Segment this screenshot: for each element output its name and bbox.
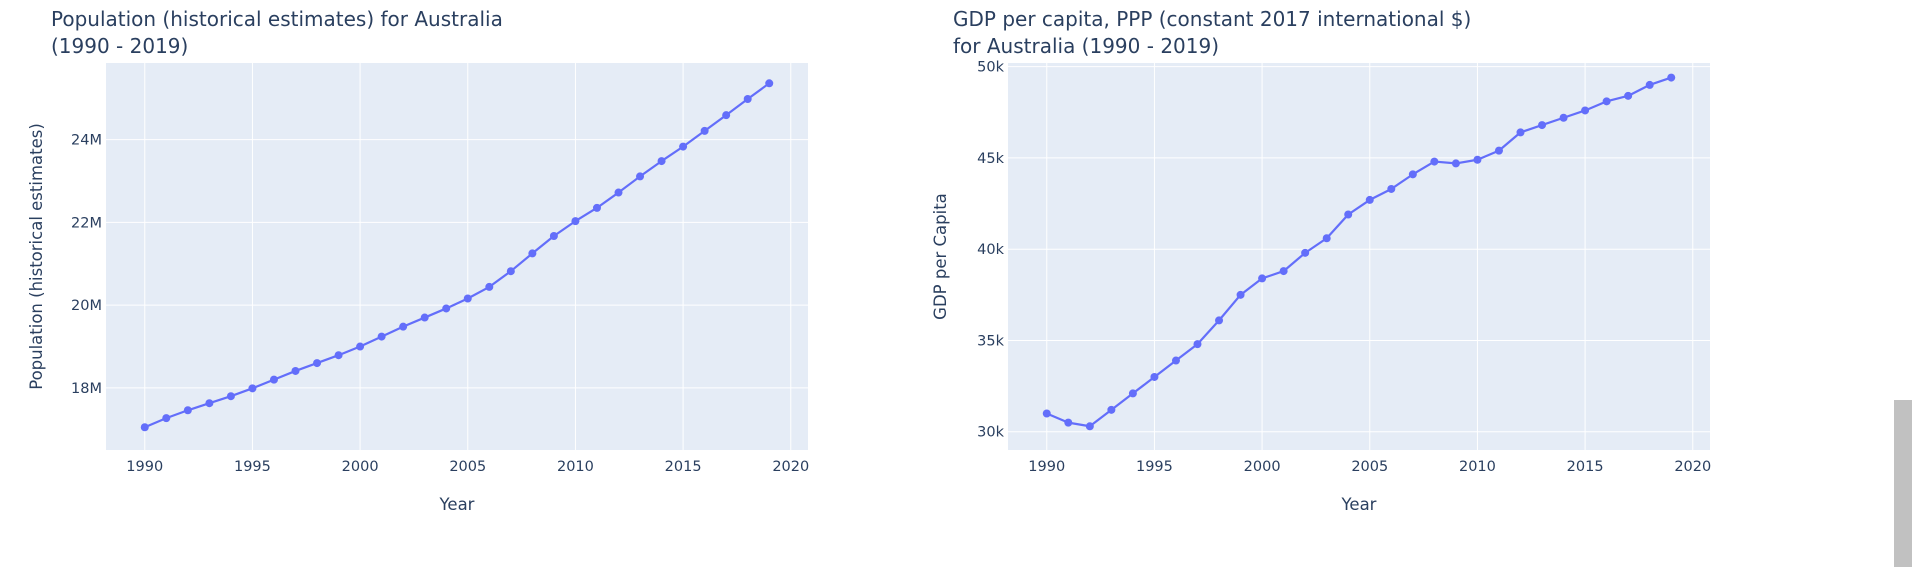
y-axis-title: GDP per Capita bbox=[931, 193, 950, 320]
data-point bbox=[1516, 128, 1525, 137]
data-point bbox=[592, 203, 601, 212]
data-point bbox=[162, 414, 171, 423]
data-point bbox=[1624, 91, 1633, 100]
data-point bbox=[1667, 73, 1676, 82]
data-point bbox=[1236, 290, 1245, 299]
y-axis-title: Population (historical estimates) bbox=[27, 123, 46, 390]
data-point bbox=[1559, 113, 1568, 122]
data-point bbox=[1150, 372, 1159, 381]
page-scrollbar[interactable] bbox=[1894, 400, 1912, 567]
plot-area-population bbox=[106, 63, 808, 450]
data-point bbox=[1408, 170, 1417, 179]
data-point bbox=[1494, 146, 1503, 155]
data-point bbox=[205, 399, 214, 408]
data-point bbox=[1538, 121, 1547, 130]
x-tick-label: 2005 bbox=[449, 459, 486, 475]
y-tick-label: 24M bbox=[71, 133, 102, 149]
x-tick-label: 2000 bbox=[342, 459, 379, 475]
x-tick-label: 2015 bbox=[1567, 459, 1604, 475]
data-point bbox=[1365, 195, 1374, 204]
x-axis-title: Year bbox=[1341, 495, 1377, 514]
data-point bbox=[1128, 389, 1137, 398]
data-point bbox=[183, 406, 192, 415]
x-tick-label: 1990 bbox=[126, 459, 163, 475]
data-point bbox=[334, 351, 343, 360]
data-point bbox=[1602, 97, 1611, 106]
x-tick-label: 2015 bbox=[665, 459, 702, 475]
data-point bbox=[1344, 210, 1353, 219]
data-point bbox=[1581, 106, 1590, 115]
chart-title-gdp: GDP per capita, PPP (constant 2017 inter… bbox=[953, 7, 1472, 58]
data-point bbox=[1193, 340, 1202, 349]
y-tick-label: 30k bbox=[977, 425, 1004, 441]
data-point bbox=[1645, 80, 1654, 89]
x-tick-label: 2020 bbox=[1674, 459, 1711, 475]
x-tick-label: 1990 bbox=[1028, 459, 1065, 475]
data-point bbox=[1215, 316, 1224, 325]
y-tick-label: 35k bbox=[977, 333, 1004, 349]
data-point bbox=[1279, 267, 1288, 276]
y-tick-label: 18M bbox=[71, 381, 102, 397]
data-point bbox=[1473, 155, 1482, 164]
data-point bbox=[743, 95, 752, 104]
data-point bbox=[442, 304, 451, 313]
data-point bbox=[248, 384, 257, 393]
data-point bbox=[356, 342, 365, 351]
data-point bbox=[679, 142, 688, 151]
x-axis-title: Year bbox=[439, 495, 475, 514]
data-point bbox=[269, 375, 278, 384]
data-point bbox=[399, 322, 408, 331]
y-tick-label: 20M bbox=[71, 298, 102, 314]
data-point bbox=[528, 249, 537, 258]
data-point bbox=[1107, 405, 1116, 414]
x-tick-label: 1995 bbox=[234, 459, 271, 475]
y-tick-label: 50k bbox=[977, 60, 1004, 76]
data-point bbox=[226, 392, 235, 401]
data-point bbox=[657, 157, 666, 166]
x-tick-label: 2000 bbox=[1244, 459, 1281, 475]
x-tick-label: 1995 bbox=[1136, 459, 1173, 475]
data-point bbox=[700, 126, 709, 135]
data-point bbox=[420, 313, 429, 322]
data-point bbox=[1042, 409, 1051, 418]
y-tick-label: 22M bbox=[71, 215, 102, 231]
data-point bbox=[291, 366, 300, 375]
data-point bbox=[377, 332, 386, 341]
y-tick-label: 40k bbox=[977, 242, 1004, 258]
data-point bbox=[614, 188, 623, 197]
y-tick-label: 45k bbox=[977, 151, 1004, 167]
data-point bbox=[549, 232, 558, 241]
plot-area-gdp bbox=[1008, 63, 1710, 450]
data-point bbox=[506, 267, 515, 276]
data-point bbox=[1171, 356, 1180, 365]
data-point bbox=[722, 111, 731, 120]
data-point bbox=[1451, 159, 1460, 168]
data-point bbox=[1064, 418, 1073, 427]
data-point bbox=[485, 282, 494, 291]
chart-title-population: Population (historical estimates) for Au… bbox=[51, 7, 503, 58]
data-point bbox=[636, 172, 645, 181]
data-point bbox=[1085, 422, 1094, 431]
data-point bbox=[1387, 184, 1396, 193]
data-point bbox=[1430, 157, 1439, 166]
x-tick-label: 2010 bbox=[1459, 459, 1496, 475]
data-point bbox=[1301, 248, 1310, 257]
data-point bbox=[765, 79, 774, 88]
data-point bbox=[1258, 274, 1267, 283]
x-tick-label: 2005 bbox=[1351, 459, 1388, 475]
data-point bbox=[140, 423, 149, 432]
data-point bbox=[1322, 234, 1331, 243]
x-tick-label: 2020 bbox=[772, 459, 809, 475]
data-point bbox=[313, 359, 322, 368]
data-point bbox=[571, 217, 580, 226]
x-tick-label: 2010 bbox=[557, 459, 594, 475]
data-point bbox=[463, 294, 472, 303]
